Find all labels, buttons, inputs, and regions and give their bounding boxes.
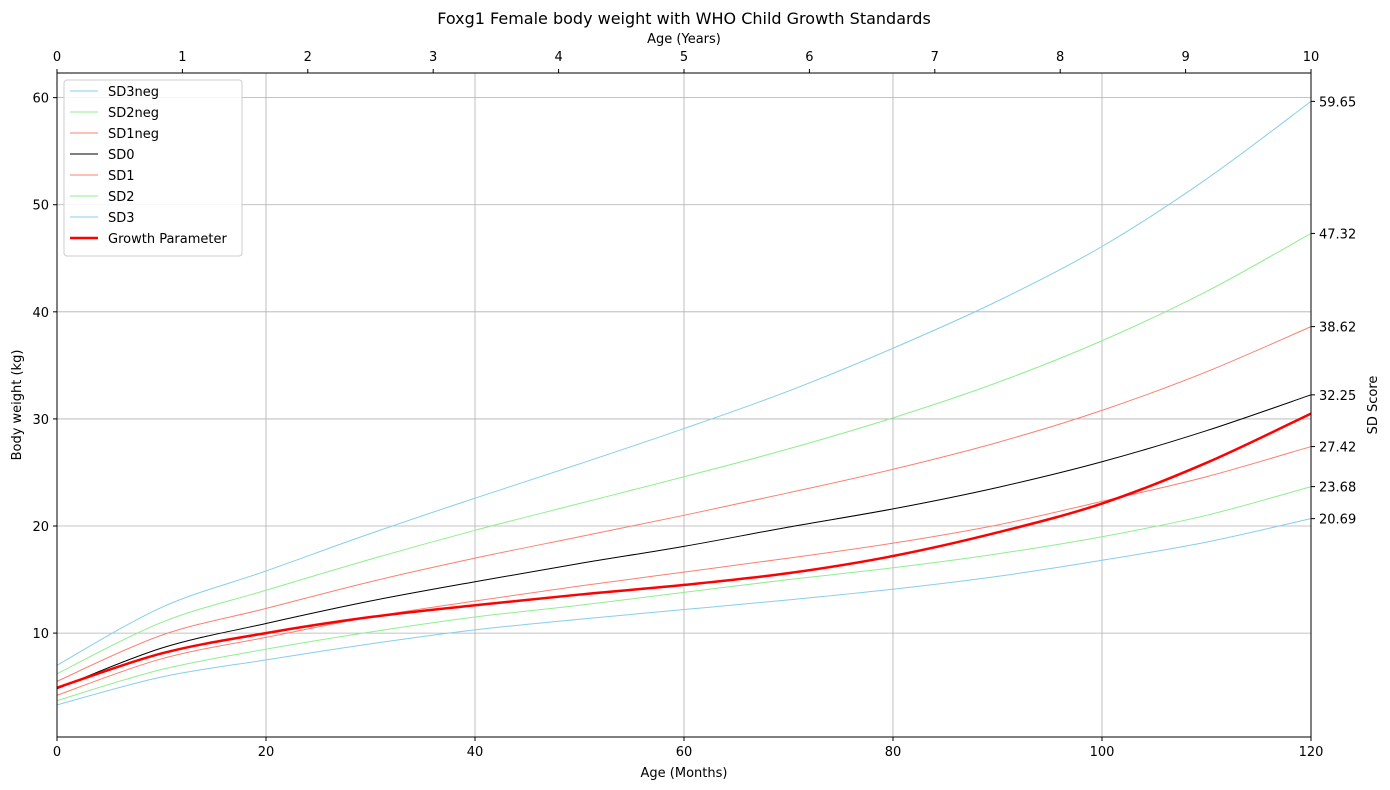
top-x-tick-label: 0 (53, 50, 61, 65)
right-y-tick-label: 27.42 (1319, 441, 1356, 456)
plot-lines (56, 100, 1312, 706)
top-x-tick-label: 6 (805, 50, 813, 65)
series-line-sd3 (56, 100, 1312, 666)
top-x-tick-label: 7 (931, 50, 939, 65)
right-y-tick-label: 20.69 (1319, 513, 1356, 528)
x-tick-label: 60 (676, 745, 693, 760)
top-x-tick-label: 10 (1303, 50, 1320, 65)
series-line-growth-parameter (56, 412, 1312, 689)
legend: SD3neg SD2neg SD1neg SD0 SD1 SD2 SD3 Growth Par… (63, 79, 243, 257)
series-line-sd1 (56, 326, 1312, 682)
top-x-tick-label: 3 (429, 50, 437, 65)
legend-label: SD2 (108, 190, 135, 205)
top-x-tick-label: 9 (1181, 50, 1189, 65)
right-y-tick-label: 32.25 (1319, 389, 1356, 404)
x-tick-label: 20 (258, 745, 275, 760)
y-tick-label: 60 (32, 92, 49, 107)
series-line-sd3neg (56, 518, 1312, 706)
top-x-tick-label: 1 (178, 50, 186, 65)
y-tick-label: 20 (32, 520, 49, 535)
legend-label: SD1neg (108, 127, 159, 142)
x-tick-label: 100 (1090, 745, 1115, 760)
legend-label: SD3neg (108, 85, 159, 100)
legend-box (63, 79, 243, 257)
y-tick-label: 10 (32, 627, 49, 642)
bottom-x-axis: 0 20 40 60 80 100 120 (53, 737, 1324, 760)
top-x-tick-label: 2 (304, 50, 312, 65)
x-axis-title: Age (Months) (641, 766, 728, 781)
chart-title: Foxg1 Female body weight with WHO Child … (437, 9, 931, 28)
left-y-axis: 10 20 30 40 50 60 (32, 92, 57, 642)
top-x-axis-title: Age (Years) (647, 32, 721, 47)
x-tick-label: 120 (1299, 745, 1324, 760)
x-tick-label: 0 (53, 745, 61, 760)
x-tick-label: 80 (885, 745, 902, 760)
x-tick-label: 40 (467, 745, 484, 760)
right-y-tick-label: 38.62 (1319, 321, 1356, 336)
y-tick-label: 40 (32, 306, 49, 321)
top-x-axis: 0 1 2 3 4 5 6 7 8 9 10 (53, 50, 1319, 73)
top-x-tick-label: 5 (680, 50, 688, 65)
top-x-tick-label: 8 (1056, 50, 1064, 65)
right-y-tick-label: 23.68 (1319, 481, 1356, 496)
legend-label: Growth Parameter (108, 232, 227, 247)
top-x-tick-label: 4 (554, 50, 562, 65)
legend-label: SD0 (108, 148, 135, 163)
y-tick-label: 30 (32, 413, 49, 428)
legend-label: SD3 (108, 211, 135, 226)
y-axis-title: Body weight (kg) (10, 350, 25, 461)
series-line-sd1neg (56, 446, 1312, 696)
legend-label: SD1 (108, 169, 135, 184)
series-line-sd2neg (56, 486, 1312, 702)
right-y-tick-label: 59.65 (1319, 95, 1356, 110)
right-y-axis: 59.65 47.32 38.62 32.25 27.42 23.68 20.69 (1311, 95, 1356, 528)
series-line-sd2 (56, 232, 1312, 675)
series-line-sd0 (56, 394, 1312, 690)
right-y-axis-title: SD Score (1366, 376, 1381, 435)
legend-label: SD2neg (108, 106, 159, 121)
y-tick-label: 50 (32, 199, 49, 214)
right-y-tick-label: 47.32 (1319, 227, 1356, 242)
